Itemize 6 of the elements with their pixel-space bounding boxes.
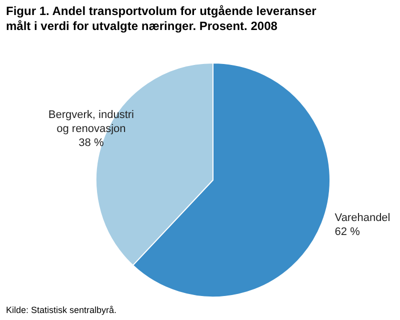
slice-label: Varehandel xyxy=(334,212,390,224)
data-label: 62 % xyxy=(334,226,360,238)
data-label: 38 % xyxy=(78,136,104,149)
text: Kilde: Statistisk sentralbyrå. xyxy=(6,305,117,315)
slice-label: Bergverk, industri og renovasjon xyxy=(48,108,134,135)
chart-title: Figur 1. Andel transportvolum for utgående leveranser målt i verdi for utvalgte næringer. Prosent. 2008 xyxy=(6,4,318,34)
